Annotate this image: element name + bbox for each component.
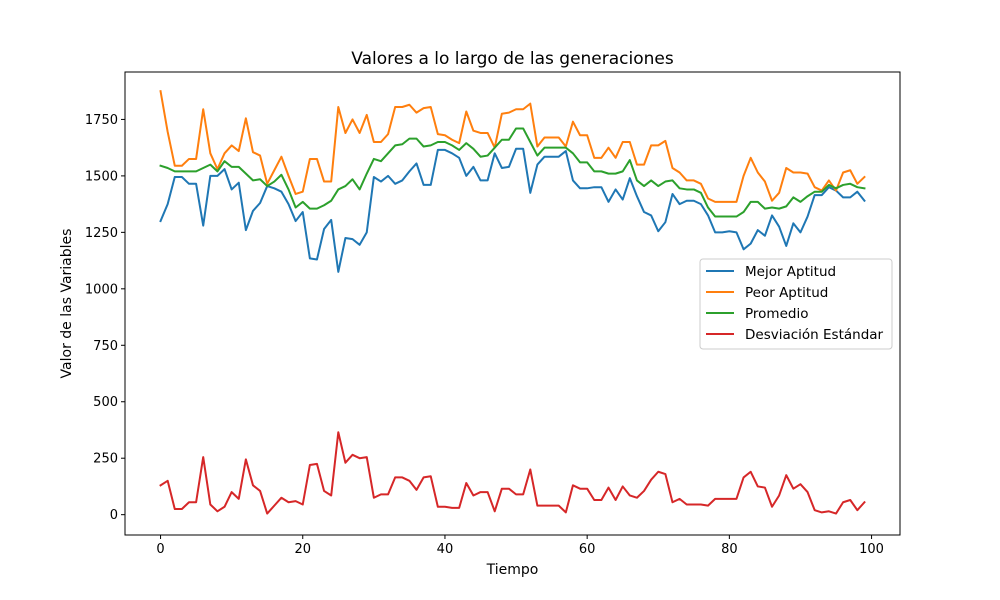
y-axis-label: Valor de las Variables xyxy=(59,229,75,379)
y-tick-label: 750 xyxy=(93,339,118,354)
series-line-1 xyxy=(159,147,866,273)
chart-title: Valores a lo largo de las generaciones xyxy=(351,49,674,69)
y-tick-label: 1750 xyxy=(85,113,118,128)
x-axis-label: Tiempo xyxy=(486,562,539,578)
y-tick-label: 500 xyxy=(93,395,118,410)
legend-label: Mejor Aptitud xyxy=(745,264,836,280)
plot-area xyxy=(159,90,866,515)
y-tick-label: 1500 xyxy=(85,169,118,184)
x-tick-label: 60 xyxy=(579,542,596,557)
x-tick-label: 80 xyxy=(721,542,738,557)
y-tick-label: 1000 xyxy=(85,282,118,297)
series-line-3 xyxy=(159,127,866,218)
x-tick-label: 40 xyxy=(437,542,454,557)
legend-label: Desviación Estándar xyxy=(745,327,884,343)
x-axis: 0 20 40 60 80 100 xyxy=(156,535,884,557)
plot-frame xyxy=(124,71,901,536)
y-tick-label: 250 xyxy=(93,452,118,467)
x-tick-label: 100 xyxy=(859,542,884,557)
y-tick-label: 1250 xyxy=(85,226,118,241)
series-line-4 xyxy=(159,431,866,515)
series-line-2 xyxy=(159,90,866,203)
legend: Mejor Aptitud Peor Aptitud Promedio Desviac… xyxy=(699,258,893,350)
x-tick-label: 20 xyxy=(294,542,311,557)
x-tick-label: 0 xyxy=(156,542,164,557)
y-tick-label: 0 xyxy=(110,508,118,523)
legend-label: Promedio xyxy=(745,306,808,322)
legend-box xyxy=(699,258,893,350)
legend-label: Peor Aptitud xyxy=(745,285,828,301)
y-axis: 0 250 500 750 1000 1250 1500 1750 xyxy=(85,113,125,523)
